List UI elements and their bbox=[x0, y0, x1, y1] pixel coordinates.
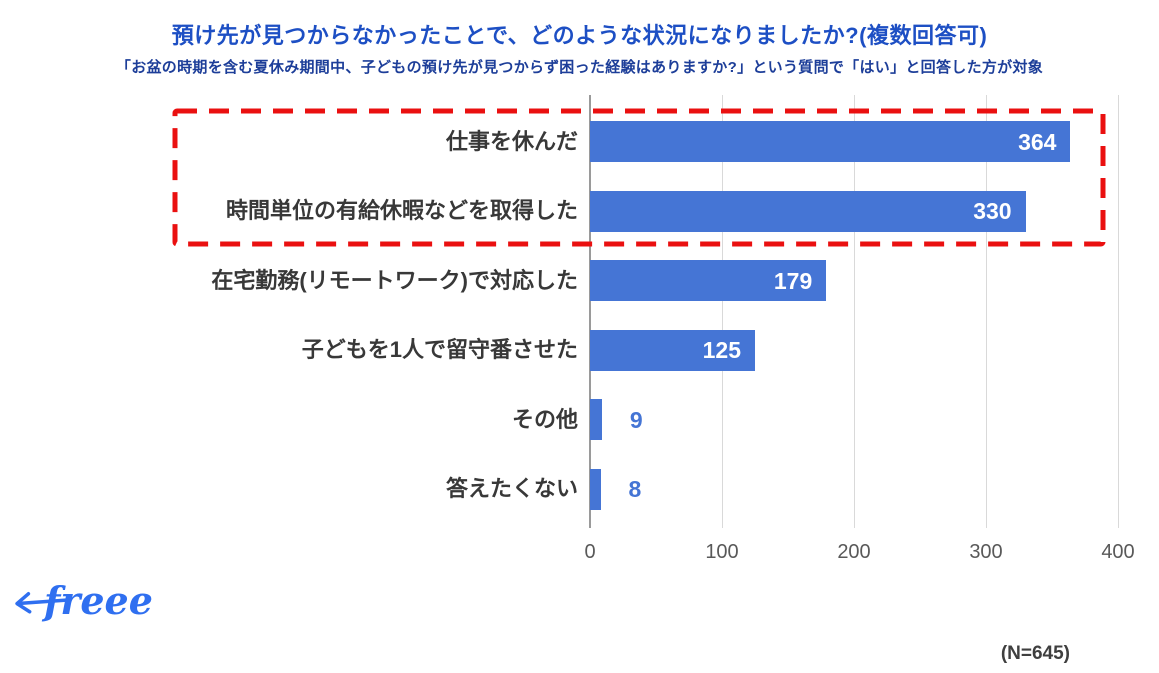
freee-logo: freee bbox=[10, 568, 160, 635]
x-gridline bbox=[722, 95, 723, 528]
x-gridline bbox=[854, 95, 855, 528]
bar-value-label: 9 bbox=[629, 406, 643, 433]
chart-subtitle: 「お盆の時期を含む夏休み期間中、子どもの預け先が見つからず困った経験はありますか… bbox=[115, 59, 1044, 76]
category-label: 在宅勤務(リモートワーク)で対応した bbox=[211, 267, 578, 293]
x-axis-tick-label: 400 bbox=[1101, 541, 1135, 563]
category-label: 仕事を休んだ bbox=[445, 128, 578, 154]
bar-value-label: 330 bbox=[973, 198, 1012, 224]
bar-value-label: 125 bbox=[702, 337, 741, 363]
bar bbox=[590, 399, 602, 440]
bar bbox=[590, 260, 827, 301]
x-axis-tick-label: 300 bbox=[969, 541, 1003, 563]
bar-value-label: 364 bbox=[1018, 128, 1057, 155]
category-label: 答えたくない bbox=[445, 476, 578, 501]
category-label: 時間単位の有給休暇などを取得した bbox=[225, 198, 578, 223]
freee-logo-text: freee bbox=[41, 578, 153, 623]
freee-arrow-icon bbox=[15, 592, 70, 614]
category-label: 子どもを1人で留守番させた bbox=[301, 337, 578, 362]
x-gridline bbox=[1118, 95, 1119, 528]
bar-value-label: 179 bbox=[773, 267, 813, 294]
chart-title: 預け先が見つからなかったことで、どのような状況になりましたか?(複数回答可) bbox=[171, 23, 988, 48]
bar bbox=[590, 329, 755, 371]
x-axis-tick-label: 100 bbox=[705, 541, 739, 563]
bar bbox=[590, 468, 601, 510]
x-axis-tick-label: 200 bbox=[837, 541, 871, 563]
x-gridline bbox=[986, 95, 987, 528]
x-axis-tick-label: 0 bbox=[584, 541, 596, 563]
bar-value-label: 8 bbox=[628, 476, 642, 502]
sample-size-note: (N=645) bbox=[1000, 643, 1070, 664]
category-label: その他 bbox=[511, 406, 578, 432]
y-axis-line bbox=[589, 95, 591, 528]
